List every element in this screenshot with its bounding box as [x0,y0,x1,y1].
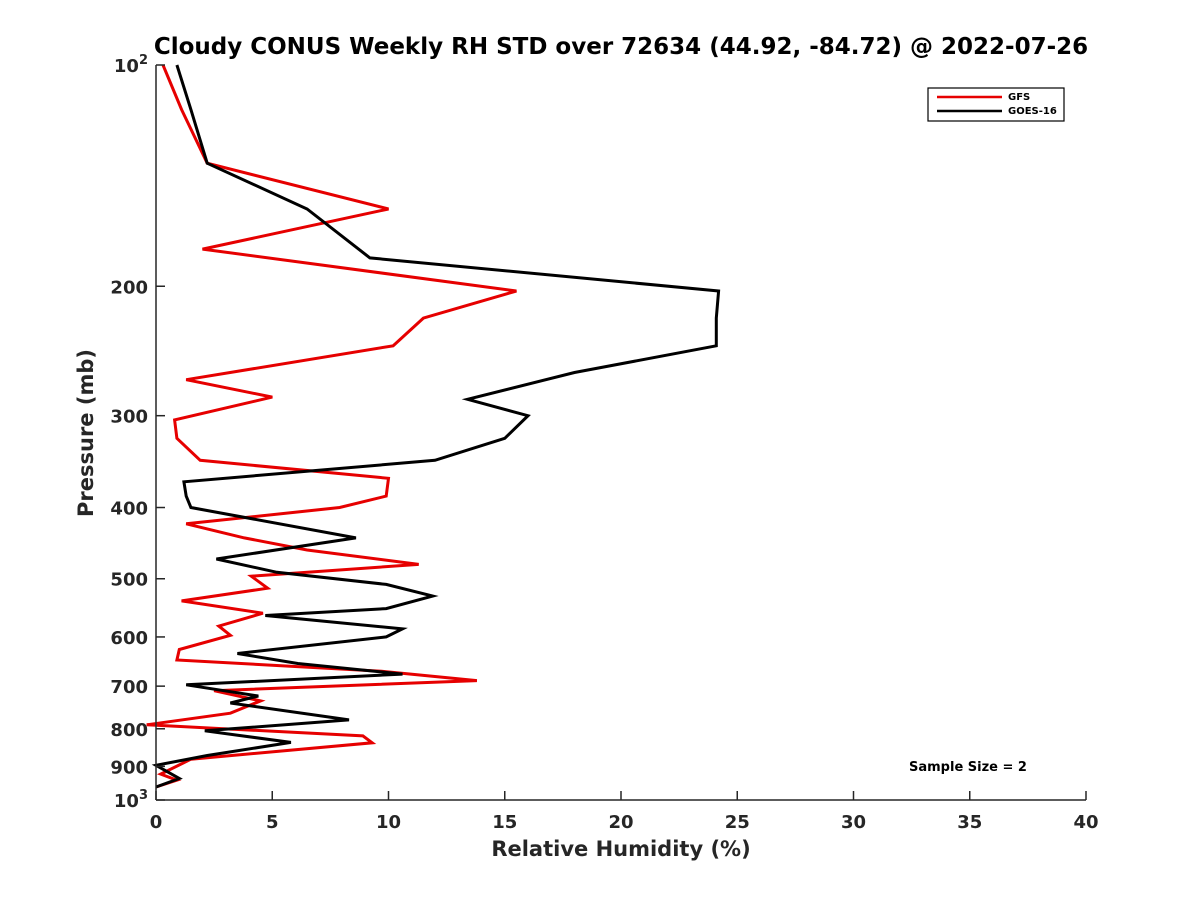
x-tick-label: 10 [376,812,401,833]
y-tick-label: 600 [110,628,148,649]
x-tick-label: 30 [841,812,866,833]
x-ticks: 0 5 10 15 20 25 30 35 40 [150,791,1099,833]
y-tick-label: 500 [110,570,148,591]
y-tick-label: 800 [110,720,148,741]
x-tick-label: 15 [492,812,517,833]
x-tick-label: 25 [725,812,750,833]
plot-lines [146,64,721,789]
x-tick-label: 0 [150,812,163,833]
x-axis-label: Relative Humidity (%) [491,837,750,861]
series-line-gfs [146,64,517,789]
x-tick-label: 20 [608,812,633,833]
y-tick-label: 400 [110,499,148,520]
x-tick-label: 5 [266,812,279,833]
y-tick-label: 900 [110,757,148,778]
legend-label-goes16: GOES-16 [1008,106,1057,117]
y-axis-label: Pressure (mb) [74,349,98,517]
y-tick-label: 700 [110,677,148,698]
x-tick-label: 40 [1073,812,1098,833]
legend: GFS GOES-16 [927,87,1065,122]
y-tick-label: 200 [110,277,148,298]
chart-title: Cloudy CONUS Weekly RH STD over 72634 (4… [154,34,1088,60]
x-tick-label: 35 [957,812,982,833]
sample-size-annotation: Sample Size = 2 [909,760,1027,775]
y-tick-label: 300 [110,407,148,428]
legend-box [927,87,1065,122]
legend-label-gfs: GFS [1008,92,1030,103]
series-line-goes16 [151,64,721,789]
